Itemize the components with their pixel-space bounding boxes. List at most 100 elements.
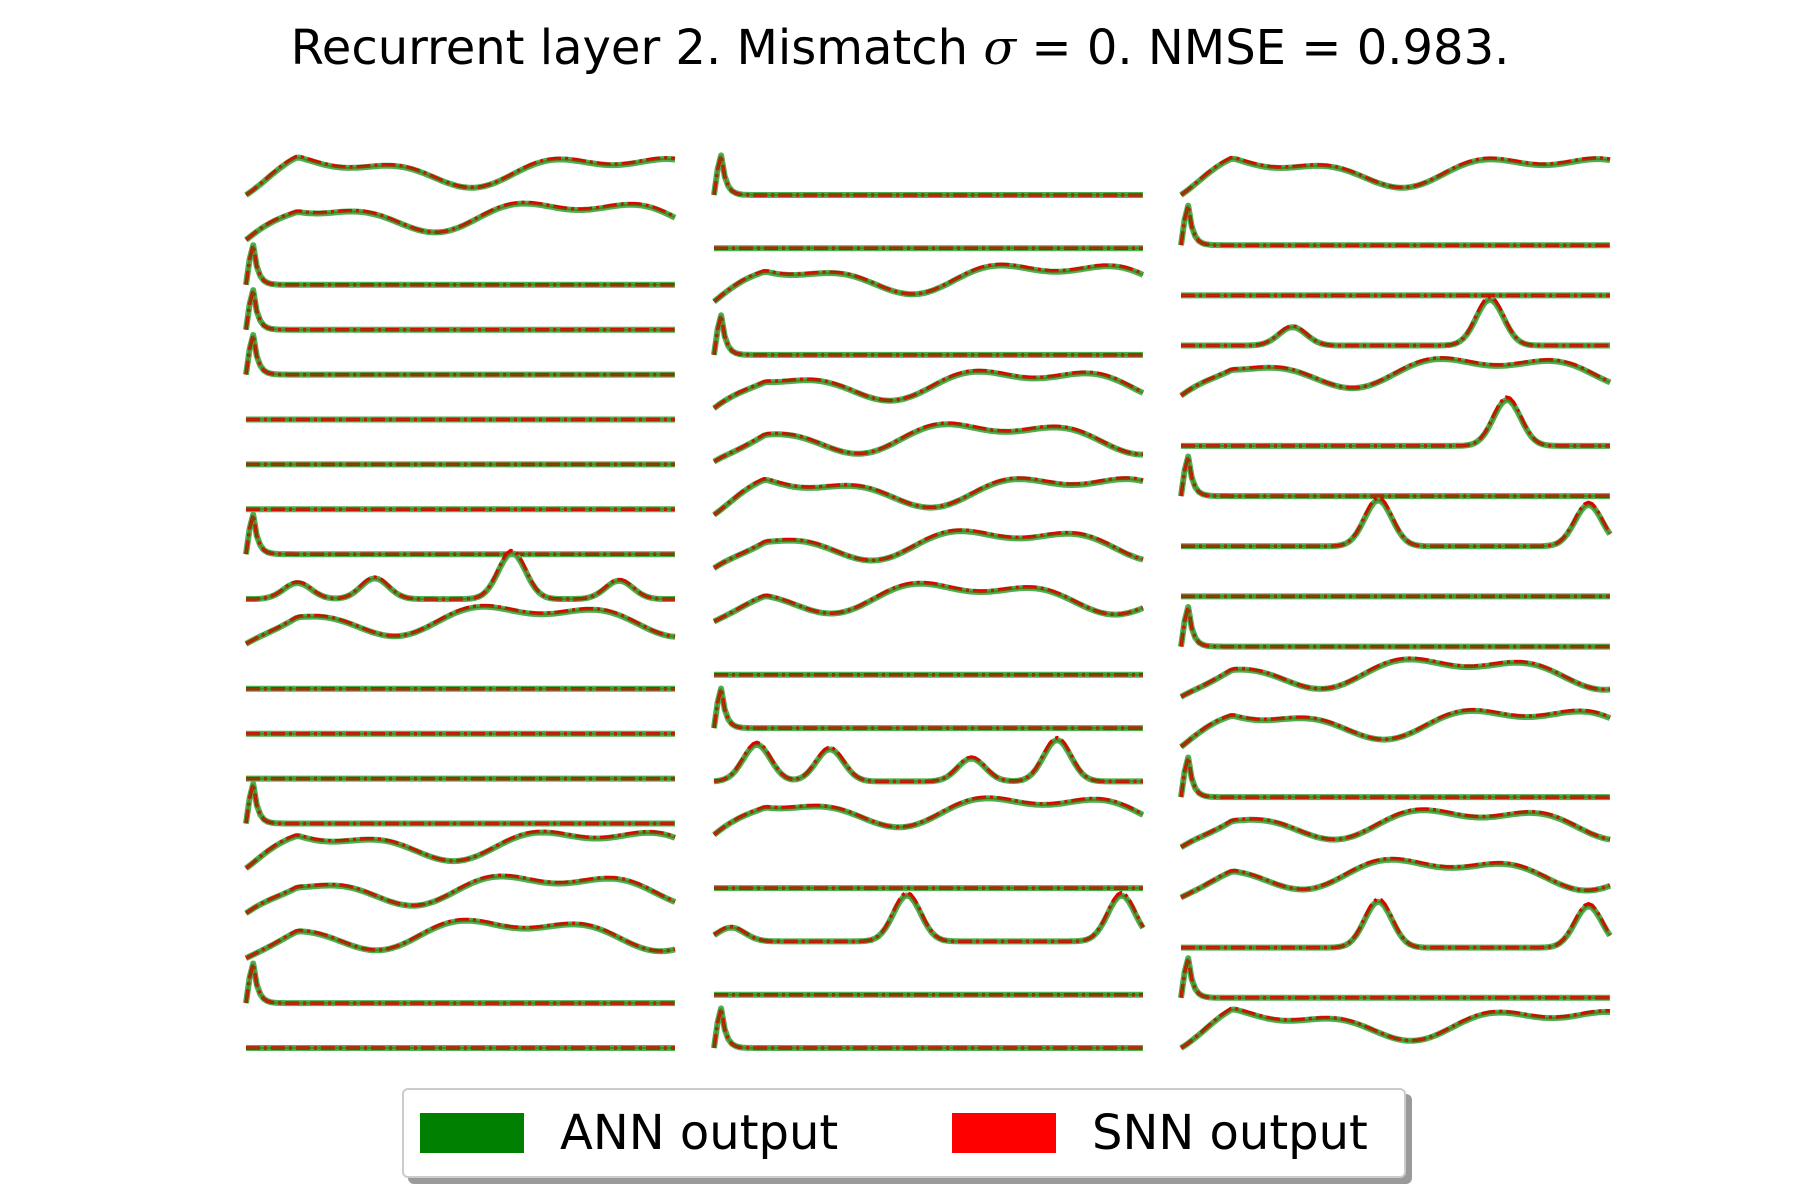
- overlap-line: [245, 831, 676, 870]
- trace-col2-row8: [712, 528, 1144, 571]
- ann-line: [244, 873, 677, 916]
- ann-line: [1179, 656, 1611, 700]
- trace-col1-row11: [244, 603, 676, 647]
- overlap-line: [245, 244, 675, 286]
- trace-col2-row1: [711, 152, 1143, 198]
- trace-col1-row4: [243, 287, 675, 333]
- snn-line: [245, 917, 676, 960]
- overlap-line: [713, 894, 1144, 943]
- overlap-line: [1181, 298, 1610, 347]
- overlap-line: [1180, 757, 1610, 799]
- overlap-line: [1180, 658, 1611, 698]
- legend-item-ann: ANN output: [420, 1090, 838, 1176]
- trace-col2-row15: [712, 890, 1146, 945]
- snn-line: [713, 890, 1145, 944]
- title-suffix: = 0. NMSE = 0.983.: [1016, 20, 1510, 76]
- overlap-line: [713, 530, 1144, 570]
- ann-line: [1181, 296, 1610, 349]
- ann-line: [712, 262, 1145, 304]
- ann-line: [244, 917, 676, 961]
- trace-col3-row18: [1179, 1006, 1611, 1051]
- trace-col2-row13: [712, 795, 1145, 838]
- trace-col2-row5: [712, 368, 1145, 411]
- ann-line: [711, 152, 1143, 198]
- ann-line: [246, 550, 675, 603]
- trace-col2-row4: [711, 312, 1143, 358]
- overlap-line: [245, 875, 676, 915]
- ann-line: [1178, 955, 1610, 1001]
- overlap-line: [1181, 499, 1611, 548]
- snn-line: [244, 963, 675, 1005]
- overlap-line: [713, 370, 1144, 410]
- ann-line: [243, 511, 675, 558]
- overlap-line: [713, 264, 1144, 303]
- snn-line: [244, 244, 675, 287]
- ann-line: [1179, 356, 1612, 399]
- snn-line: [712, 314, 1143, 357]
- trace-col3-row12: [1179, 707, 1612, 750]
- overlap-line: [713, 688, 1143, 730]
- snn-line: [1179, 757, 1610, 799]
- ann-line: [711, 312, 1143, 358]
- overlap-line: [245, 289, 675, 331]
- legend-label-ann: ANN output: [560, 1105, 839, 1161]
- trace-col1-row3: [243, 242, 675, 288]
- overlap-line: [713, 155, 1143, 196]
- overlap-line: [245, 202, 676, 241]
- trace-col3-row11: [1179, 656, 1611, 700]
- trace-col3-row10: [1178, 604, 1610, 650]
- legend-label-snn: SNN output: [1092, 1105, 1368, 1161]
- snn-line: [1179, 606, 1610, 649]
- overlap-line: [1180, 858, 1611, 899]
- trace-col1-row18: [244, 917, 676, 961]
- ann-line: [243, 332, 675, 378]
- trace-col3-row6: [1181, 395, 1610, 449]
- ann-line: [712, 795, 1145, 838]
- trace-col2-row9: [712, 580, 1145, 625]
- overlap-line: [713, 315, 1143, 356]
- trace-col1-row15: [243, 780, 675, 827]
- legend-swatch-ann: [420, 1113, 524, 1153]
- title-symbol: σ: [983, 20, 1017, 76]
- overlap-line: [1180, 456, 1610, 498]
- snn-line: [1181, 295, 1610, 348]
- snn-line: [244, 289, 675, 332]
- trace-col1-row1: [244, 154, 676, 198]
- trace-col2-row7: [712, 476, 1144, 518]
- ann-line: [1179, 1006, 1611, 1051]
- overlap-line: [713, 797, 1144, 836]
- overlap-line: [1180, 809, 1611, 849]
- ann-line: [711, 1005, 1143, 1051]
- snn-line: [712, 1007, 1143, 1050]
- overlap-line: [245, 919, 676, 960]
- overlap-line: [245, 514, 675, 556]
- title-prefix: Recurrent layer 2. Mismatch: [290, 20, 984, 76]
- snn-line: [713, 580, 1144, 624]
- overlap-line: [1180, 1008, 1611, 1049]
- overlap-line: [245, 963, 675, 1005]
- overlap-line: [713, 478, 1144, 516]
- overlap-line: [1181, 900, 1611, 949]
- snn-line: [1181, 897, 1612, 950]
- trace-col2-row11: [711, 685, 1143, 732]
- ann-line: [1178, 604, 1610, 650]
- trace-col1-row9: [243, 511, 675, 558]
- snn-line: [1179, 205, 1610, 247]
- overlap-line: [713, 582, 1144, 623]
- overlap-line: [1180, 157, 1611, 196]
- overlap-line: [1180, 709, 1611, 748]
- ann-line: [712, 368, 1145, 411]
- overlap-line: [713, 738, 1143, 783]
- trace-col3-row13: [1178, 754, 1610, 801]
- snn-line: [1181, 495, 1612, 548]
- trace-col1-row17: [244, 873, 677, 916]
- chart-title: Recurrent layer 2. Mismatch σ = 0. NMSE …: [0, 18, 1800, 78]
- trace-col2-row17: [711, 1005, 1143, 1051]
- ann-line: [1178, 754, 1610, 801]
- ann-line: [243, 287, 675, 333]
- overlap-line: [713, 1008, 1143, 1049]
- trace-col1-row2: [244, 200, 677, 243]
- snn-line: [712, 154, 1143, 197]
- ann-line: [1181, 396, 1610, 449]
